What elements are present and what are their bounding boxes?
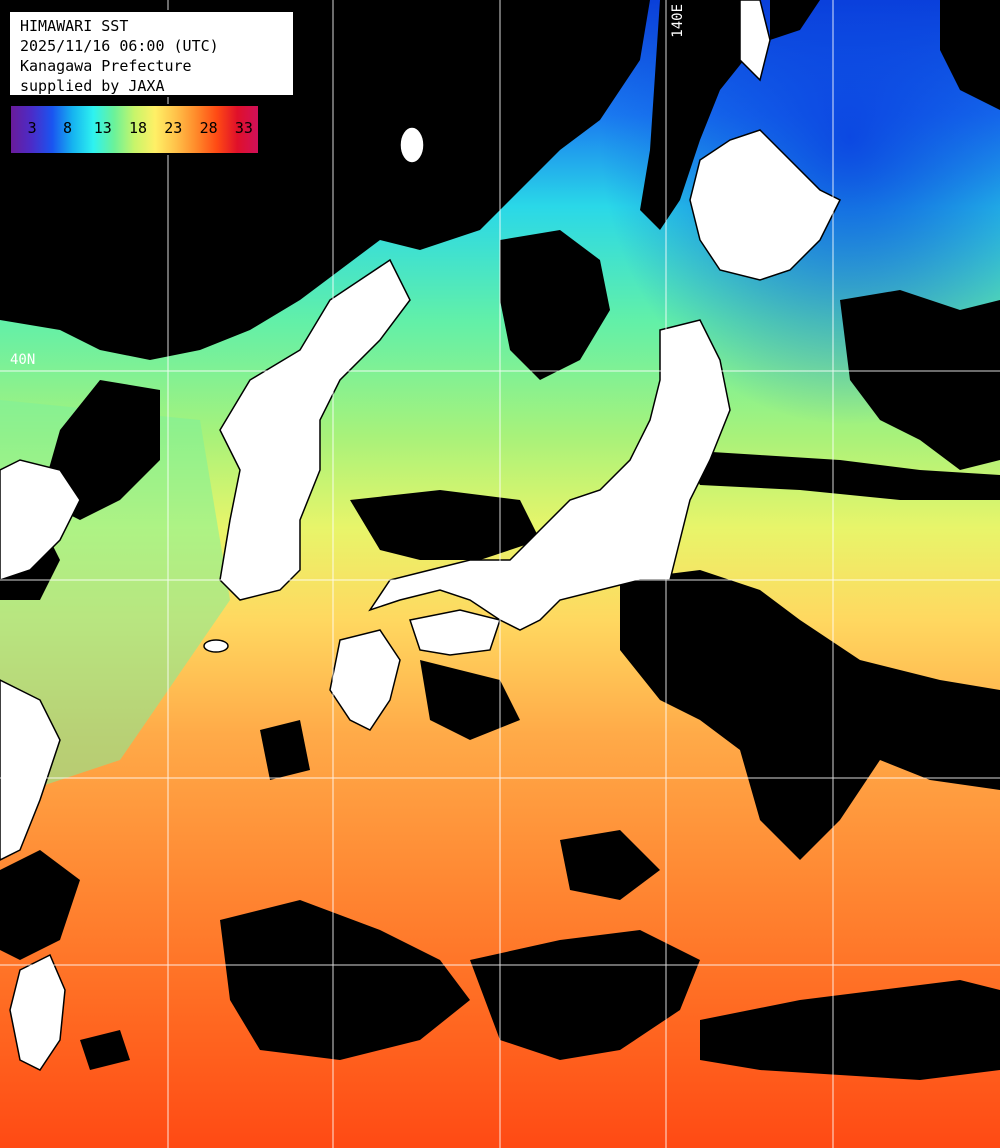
temperature-colorbar: 3 8 13 18 23 28 33 (9, 104, 260, 155)
land-china (0, 459, 81, 581)
colorbar-tick-8: 8 (62, 119, 72, 137)
land-shikoku (409, 609, 501, 656)
land-honshu (368, 319, 731, 631)
land-hokkaido (689, 129, 842, 281)
land-china-south (0, 679, 61, 861)
title-line-3: Kanagawa Prefecture (20, 57, 192, 75)
colorbar-tick-13: 13 (93, 119, 112, 137)
colorbar-ticks: 3 8 13 18 23 28 33 (11, 119, 258, 139)
land-areas (0, 0, 842, 1071)
land-sakhalin (739, 0, 771, 82)
colorbar-tick-33: 33 (234, 119, 253, 137)
longitude-label-140e: 140E (670, 4, 686, 38)
latitude-label-40n: 40N (10, 352, 36, 368)
colorbar-tick-3: 3 (27, 119, 37, 137)
title-box: HIMAWARI SST 2025/11/16 06:00 (UTC) Kana… (8, 10, 295, 97)
colorbar-tick-18: 18 (128, 119, 148, 137)
land-jeju (203, 639, 229, 653)
no-data-areas (0, 0, 1000, 1080)
land-ulleungdo (399, 126, 425, 164)
title-line-1: HIMAWARI SST (20, 17, 129, 35)
title-line-4: supplied by JAXA (20, 77, 165, 95)
colorbar-tick-28: 28 (199, 119, 218, 137)
title-line-2: 2025/11/16 06:00 (UTC) (20, 37, 219, 55)
land-taiwan (9, 953, 66, 1071)
land-korea (219, 258, 411, 601)
colorbar-tick-23: 23 (164, 119, 183, 137)
